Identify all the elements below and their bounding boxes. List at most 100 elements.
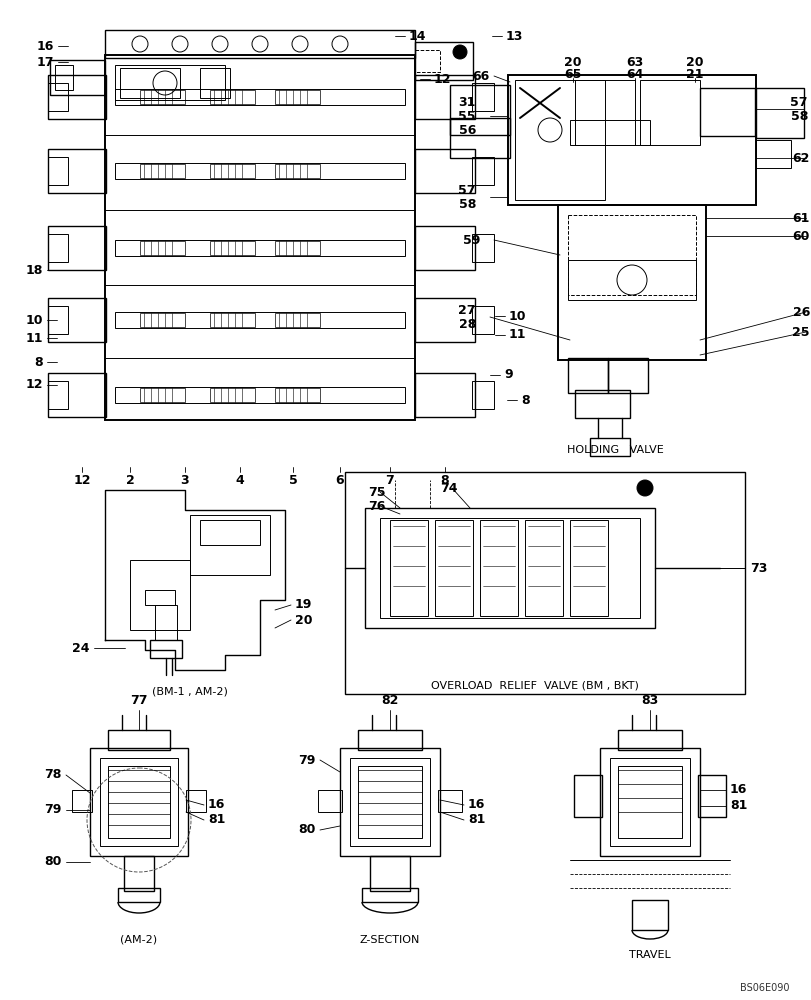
Text: 8: 8 xyxy=(440,474,448,487)
Bar xyxy=(115,312,405,328)
Bar xyxy=(50,60,105,95)
Bar xyxy=(90,748,188,856)
Bar xyxy=(508,75,755,205)
Bar xyxy=(569,520,607,616)
Bar xyxy=(574,390,629,418)
Text: 57: 57 xyxy=(458,184,475,197)
Bar xyxy=(48,381,68,409)
Text: 12: 12 xyxy=(73,474,91,487)
Text: 3: 3 xyxy=(181,474,189,487)
Text: 26: 26 xyxy=(792,306,809,318)
Text: 17: 17 xyxy=(36,56,54,69)
Text: OVERLOAD  RELIEF  VALVE (BM , BKT): OVERLOAD RELIEF VALVE (BM , BKT) xyxy=(431,680,638,690)
Bar xyxy=(48,83,68,111)
Text: 20: 20 xyxy=(685,56,703,69)
Bar xyxy=(120,68,180,98)
Bar xyxy=(362,888,418,902)
Text: 55: 55 xyxy=(458,110,475,123)
Text: 80: 80 xyxy=(45,855,62,868)
Bar xyxy=(414,42,473,80)
Bar xyxy=(200,68,230,98)
Circle shape xyxy=(453,45,466,59)
Bar xyxy=(574,80,634,145)
Text: 20: 20 xyxy=(564,56,581,69)
Bar xyxy=(108,730,169,750)
Bar xyxy=(139,241,185,255)
Circle shape xyxy=(636,480,652,496)
Text: 76: 76 xyxy=(367,499,385,512)
Bar xyxy=(55,65,73,90)
Bar xyxy=(358,730,422,750)
Bar xyxy=(210,164,255,178)
Text: 60: 60 xyxy=(792,230,809,242)
Text: 83: 83 xyxy=(641,694,658,706)
Bar xyxy=(697,775,725,817)
Bar xyxy=(200,520,260,545)
Text: 16: 16 xyxy=(729,783,746,796)
Text: 2: 2 xyxy=(126,474,134,487)
Text: 27: 27 xyxy=(458,304,475,316)
Text: 58: 58 xyxy=(790,110,807,123)
Bar xyxy=(479,520,517,616)
Bar xyxy=(755,88,803,138)
Bar xyxy=(115,387,405,403)
Bar xyxy=(48,234,68,262)
Bar xyxy=(139,90,185,104)
Bar xyxy=(569,120,649,145)
Text: 13: 13 xyxy=(505,30,523,43)
Bar xyxy=(105,55,414,420)
Text: 77: 77 xyxy=(130,694,148,706)
Bar xyxy=(389,520,427,616)
Text: BS06E090: BS06E090 xyxy=(740,983,789,993)
Bar xyxy=(340,748,440,856)
Text: 58: 58 xyxy=(458,198,475,211)
Text: 74: 74 xyxy=(440,482,457,494)
Text: 9: 9 xyxy=(504,368,512,381)
Text: 11: 11 xyxy=(25,332,43,344)
Bar xyxy=(275,313,320,327)
Text: 81: 81 xyxy=(467,813,485,826)
Text: 5: 5 xyxy=(288,474,297,487)
Bar xyxy=(115,163,405,179)
Bar xyxy=(471,83,493,111)
Bar xyxy=(115,65,225,100)
Text: 10: 10 xyxy=(25,314,43,326)
Bar xyxy=(365,508,654,628)
Bar xyxy=(145,590,175,605)
Text: 64: 64 xyxy=(625,68,643,81)
Bar xyxy=(186,790,206,812)
Text: TRAVEL: TRAVEL xyxy=(629,950,670,960)
Text: 81: 81 xyxy=(208,813,225,826)
Bar xyxy=(755,140,790,168)
Text: 16: 16 xyxy=(36,40,54,53)
Text: 7: 7 xyxy=(385,474,394,487)
Text: 56: 56 xyxy=(458,124,475,137)
Bar xyxy=(115,89,405,105)
Bar xyxy=(139,313,185,327)
Bar xyxy=(115,240,405,256)
Text: 62: 62 xyxy=(792,152,809,165)
Text: 25: 25 xyxy=(792,326,809,338)
Bar xyxy=(108,766,169,838)
Bar xyxy=(370,856,410,891)
Text: 8: 8 xyxy=(34,356,43,368)
Text: 65: 65 xyxy=(564,68,581,81)
Text: 31: 31 xyxy=(458,96,475,109)
Bar xyxy=(414,373,474,417)
Text: 63: 63 xyxy=(625,56,643,69)
Bar xyxy=(568,260,695,300)
Bar xyxy=(599,748,699,856)
Text: 12: 12 xyxy=(25,378,43,391)
Text: 57: 57 xyxy=(790,96,807,109)
Bar xyxy=(617,766,681,838)
Bar xyxy=(631,900,667,930)
Text: 82: 82 xyxy=(381,694,398,706)
Bar xyxy=(350,758,430,846)
Bar xyxy=(525,520,562,616)
Text: 6: 6 xyxy=(335,474,344,487)
Bar xyxy=(435,520,473,616)
Text: 14: 14 xyxy=(409,30,426,43)
Bar xyxy=(414,298,474,342)
Text: 78: 78 xyxy=(45,768,62,781)
Bar xyxy=(380,518,639,618)
